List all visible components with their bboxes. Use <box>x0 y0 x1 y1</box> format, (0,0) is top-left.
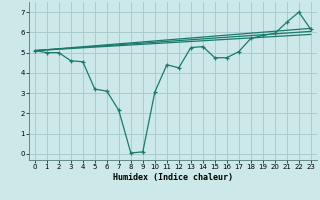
X-axis label: Humidex (Indice chaleur): Humidex (Indice chaleur) <box>113 173 233 182</box>
